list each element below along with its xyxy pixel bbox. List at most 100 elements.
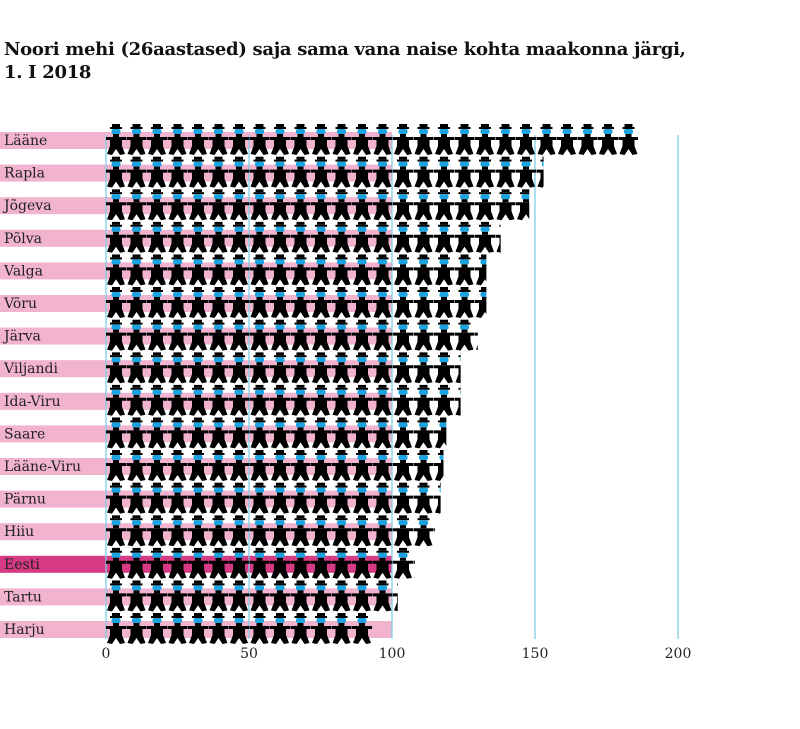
man-figure-icon bbox=[290, 221, 311, 253]
man-figure-icon bbox=[188, 580, 208, 612]
man-figure-icon bbox=[311, 580, 331, 612]
man-figure-icon bbox=[352, 482, 372, 514]
category-label: Valga bbox=[3, 263, 43, 279]
man-figure-icon bbox=[372, 189, 393, 221]
man-figure-icon bbox=[229, 319, 249, 351]
man-figure-icon bbox=[495, 221, 501, 253]
man-figure-icon bbox=[290, 547, 311, 579]
category-label: Ida-Viru bbox=[4, 394, 61, 410]
man-figure-icon bbox=[516, 189, 530, 221]
man-figure-icon bbox=[290, 482, 311, 514]
category-label: Tartu bbox=[4, 589, 42, 605]
man-figure-icon bbox=[393, 580, 398, 612]
man-figure-icon bbox=[147, 613, 167, 644]
man-figure-icon bbox=[393, 547, 413, 579]
x-tick-label: 150 bbox=[522, 646, 549, 662]
man-figure-icon bbox=[434, 515, 435, 547]
man-figure-icon bbox=[126, 189, 147, 221]
man-figure-icon bbox=[454, 384, 461, 416]
man-figure-icon bbox=[147, 189, 167, 221]
man-figure-icon bbox=[106, 613, 126, 644]
man-figure-icon bbox=[618, 124, 638, 155]
man-figure-icon bbox=[393, 515, 413, 547]
man-figure-icon bbox=[270, 482, 290, 514]
man-figure-icon bbox=[167, 417, 188, 449]
man-figure-icon bbox=[249, 287, 270, 318]
man-figure-icon bbox=[188, 417, 208, 449]
man-figure-icon bbox=[413, 189, 434, 221]
man-figure-icon bbox=[188, 547, 208, 579]
man-figure-icon bbox=[454, 352, 461, 384]
man-figure-icon bbox=[434, 287, 454, 318]
man-figure-icon bbox=[516, 124, 536, 155]
man-figure-icon bbox=[475, 189, 495, 221]
man-figure-icon bbox=[393, 417, 413, 449]
man-figure-icon bbox=[106, 189, 126, 221]
man-figure-icon bbox=[106, 580, 126, 612]
man-figure-icon bbox=[352, 352, 372, 384]
man-figure-icon bbox=[352, 319, 372, 351]
man-figure-icon bbox=[352, 124, 372, 155]
man-figure-icon bbox=[311, 254, 331, 286]
man-figure-icon bbox=[311, 189, 331, 221]
man-figure-icon bbox=[290, 450, 311, 481]
man-figure-icon bbox=[393, 287, 413, 318]
man-figure-icon bbox=[208, 352, 229, 384]
man-figure-icon bbox=[331, 417, 352, 449]
man-figure-icon bbox=[331, 156, 352, 188]
man-figure-icon bbox=[249, 352, 270, 384]
man-figure-icon bbox=[147, 287, 167, 318]
man-figure-icon bbox=[167, 254, 188, 286]
man-figure-icon bbox=[331, 547, 352, 579]
man-figure-icon bbox=[331, 221, 352, 253]
category-label: Eesti bbox=[4, 557, 40, 573]
man-figure-icon bbox=[249, 221, 270, 253]
man-figure-icon bbox=[393, 482, 413, 514]
man-figure-icon bbox=[208, 613, 229, 644]
man-figure-icon bbox=[454, 319, 475, 351]
man-figure-icon bbox=[331, 124, 352, 155]
man-figure-icon bbox=[475, 124, 495, 155]
man-figure-icon bbox=[311, 613, 331, 644]
man-figure-icon bbox=[290, 124, 311, 155]
man-figure-icon bbox=[352, 515, 372, 547]
man-figure-icon bbox=[352, 547, 372, 579]
man-figure-icon bbox=[270, 156, 290, 188]
man-figure-icon bbox=[290, 254, 311, 286]
man-figure-icon bbox=[147, 319, 167, 351]
man-figure-icon bbox=[331, 189, 352, 221]
man-figure-icon bbox=[106, 254, 126, 286]
man-figure-icon bbox=[454, 221, 475, 253]
man-figure-icon bbox=[167, 156, 188, 188]
man-figure-icon bbox=[372, 547, 393, 579]
man-figure-icon bbox=[331, 613, 352, 644]
man-figure-icon bbox=[270, 287, 290, 318]
category-label: Saare bbox=[4, 426, 45, 442]
man-figure-icon bbox=[229, 417, 249, 449]
man-figure-icon bbox=[208, 287, 229, 318]
man-figure-icon bbox=[598, 124, 618, 155]
man-figure-icon bbox=[372, 417, 393, 449]
value-mark-Võru bbox=[106, 287, 487, 318]
man-figure-icon bbox=[106, 352, 126, 384]
man-figure-icon bbox=[126, 319, 147, 351]
man-figure-icon bbox=[372, 580, 393, 612]
man-figure-icon bbox=[106, 384, 126, 416]
man-figure-icon bbox=[188, 319, 208, 351]
man-figure-icon bbox=[167, 450, 188, 481]
man-figure-icon bbox=[208, 156, 229, 188]
man-figure-icon bbox=[167, 189, 188, 221]
man-figure-icon bbox=[372, 515, 393, 547]
man-figure-icon bbox=[331, 254, 352, 286]
man-figure-icon bbox=[126, 450, 147, 481]
man-figure-icon bbox=[147, 482, 167, 514]
man-figure-icon bbox=[249, 254, 270, 286]
man-figure-icon bbox=[126, 156, 147, 188]
category-label: Põlva bbox=[4, 231, 42, 247]
category-label: Lääne bbox=[4, 133, 47, 149]
man-figure-icon bbox=[311, 384, 331, 416]
man-figure-icon bbox=[536, 124, 557, 155]
value-mark-Pärnu bbox=[106, 482, 441, 514]
man-figure-icon bbox=[290, 189, 311, 221]
man-figure-icon bbox=[311, 352, 331, 384]
